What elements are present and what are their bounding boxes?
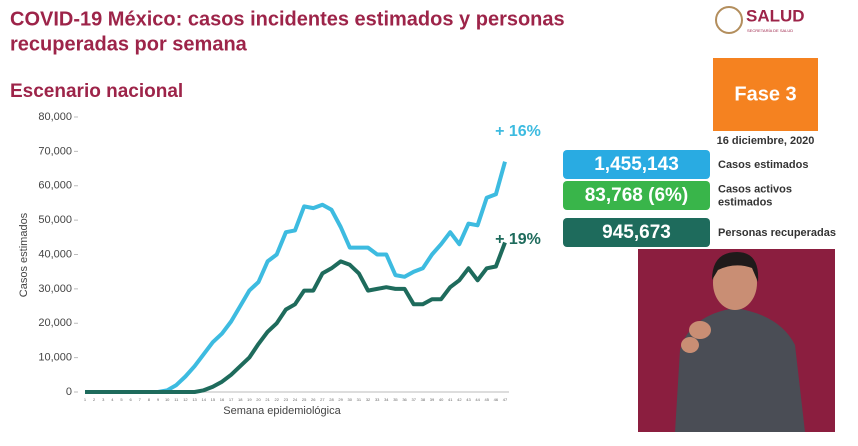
x-tick-label: 30 — [348, 397, 353, 402]
stat-label: Casos estimados — [718, 159, 808, 171]
series-line — [85, 161, 507, 394]
x-tick-label: 11 — [174, 397, 179, 402]
logo-sub: SECRETARÍA DE SALUD — [747, 28, 793, 33]
x-tick-label: 18 — [238, 397, 243, 402]
subtitle: Escenario nacional — [10, 81, 183, 102]
x-tick-label: 10 — [165, 397, 170, 402]
y-tick-label: 20,000 — [38, 317, 72, 329]
x-tick-label: 43 — [466, 397, 471, 402]
annotation: + 19% — [495, 231, 541, 248]
title-line: recuperadas por semana — [10, 33, 248, 55]
y-tick-label: 80,000 — [38, 111, 72, 123]
person-head — [713, 256, 757, 310]
x-tick-label: 31 — [357, 397, 362, 402]
stat-label: Casos activos — [718, 183, 792, 195]
stat-value: 945,673 — [602, 222, 671, 243]
x-tick-label: 44 — [475, 397, 480, 402]
y-axis-label: Casos estimados — [18, 212, 30, 297]
person-hand — [689, 321, 711, 339]
phase-label: Fase 3 — [734, 83, 796, 105]
person-hair — [712, 252, 759, 282]
x-tick-label: 46 — [494, 397, 499, 402]
x-tick-label: 15 — [211, 397, 216, 402]
stat-label: Personas recuperadas — [718, 227, 836, 239]
x-tick-label: 26 — [311, 397, 316, 402]
x-tick-label: 37 — [411, 397, 416, 402]
x-tick-label: 40 — [439, 397, 444, 402]
x-tick-label: 29 — [338, 397, 343, 402]
x-tick-label: 3 — [102, 397, 105, 402]
x-axis-label: Semana epidemiológica — [223, 405, 341, 417]
series-line — [85, 241, 507, 394]
x-tick-label: 6 — [130, 397, 133, 402]
x-tick-label: 24 — [293, 397, 298, 402]
annotation: + 16% — [495, 123, 541, 140]
title-line: COVID-19 México: casos incidentes estima… — [10, 8, 565, 30]
x-tick-label: 12 — [183, 397, 188, 402]
stat-value: 1,455,143 — [594, 154, 679, 175]
y-tick-label: 50,000 — [38, 214, 72, 226]
stat-box — [563, 150, 710, 179]
stat-box — [563, 181, 710, 210]
x-tick-label: 5 — [120, 397, 123, 402]
x-tick-label: 13 — [192, 397, 197, 402]
interpreter-video — [638, 249, 835, 432]
x-tick-label: 21 — [265, 397, 270, 402]
x-tick-label: 9 — [157, 397, 160, 402]
x-tick-label: 28 — [329, 397, 334, 402]
x-tick-label: 38 — [421, 397, 426, 402]
x-tick-label: 32 — [366, 397, 371, 402]
x-tick-label: 35 — [393, 397, 398, 402]
logo-emblem — [715, 6, 743, 34]
y-tick-label: 0 — [66, 386, 72, 398]
logo-name: SALUD — [746, 6, 805, 25]
x-tick-label: 25 — [302, 397, 307, 402]
x-tick-label: 2 — [93, 397, 96, 402]
x-tick-label: 36 — [402, 397, 407, 402]
date: 16 diciembre, 2020 — [717, 135, 815, 147]
x-tick-label: 14 — [201, 397, 206, 402]
stat-label: estimados — [718, 196, 772, 208]
y-tick-label: 10,000 — [38, 352, 72, 364]
x-tick-label: 47 — [503, 397, 508, 402]
person-hand — [681, 337, 699, 353]
y-tick-label: 70,000 — [38, 145, 72, 157]
x-tick-label: 7 — [139, 397, 142, 402]
x-tick-label: 41 — [448, 397, 453, 402]
x-tick-label: 1 — [84, 397, 87, 402]
stat-box — [563, 218, 710, 247]
x-tick-label: 22 — [275, 397, 280, 402]
x-tick-label: 33 — [375, 397, 380, 402]
x-tick-label: 23 — [284, 397, 289, 402]
y-tick-label: 60,000 — [38, 180, 72, 192]
x-tick-label: 20 — [256, 397, 261, 402]
x-tick-label: 45 — [485, 397, 490, 402]
x-tick-label: 19 — [247, 397, 252, 402]
x-tick-label: 34 — [384, 397, 389, 402]
x-tick-label: 4 — [111, 397, 114, 402]
stat-value: 83,768 (6%) — [585, 185, 689, 206]
x-tick-label: 17 — [229, 397, 234, 402]
y-tick-label: 40,000 — [38, 248, 72, 260]
x-tick-label: 42 — [457, 397, 462, 402]
y-tick-label: 30,000 — [38, 283, 72, 295]
x-tick-label: 39 — [430, 397, 435, 402]
phase-box — [713, 58, 818, 131]
x-tick-label: 27 — [320, 397, 325, 402]
person-body — [675, 308, 805, 432]
x-tick-label: 8 — [148, 397, 151, 402]
x-tick-label: 16 — [220, 397, 225, 402]
